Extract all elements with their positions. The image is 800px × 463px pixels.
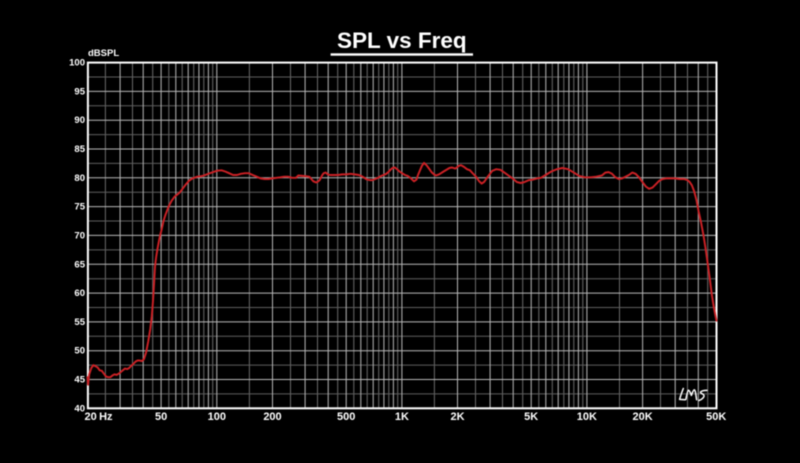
svg-text:95: 95 [74,86,85,97]
svg-text:dBSPL: dBSPL [88,48,119,59]
svg-text:200: 200 [263,411,281,423]
svg-text:500: 500 [337,411,355,423]
svg-text:55: 55 [74,317,85,328]
svg-text:90: 90 [74,115,85,126]
svg-text:40: 40 [74,403,85,414]
svg-text:SPL vs Freq: SPL vs Freq [337,28,467,53]
svg-text:10K: 10K [577,411,597,423]
svg-text:50: 50 [74,346,85,357]
svg-text:1K: 1K [395,411,409,423]
svg-text:50: 50 [155,411,167,423]
svg-text:80: 80 [74,173,85,184]
svg-text:20: 20 [84,411,96,423]
svg-text:Hz: Hz [99,411,113,423]
svg-text:60: 60 [74,288,85,299]
svg-text:20K: 20K [633,411,653,423]
svg-text:50K: 50K [706,411,726,423]
svg-text:70: 70 [74,230,85,241]
svg-text:85: 85 [74,144,85,155]
svg-text:45: 45 [74,375,85,386]
svg-text:5K: 5K [524,411,538,423]
svg-text:65: 65 [74,259,85,270]
svg-text:75: 75 [74,202,85,213]
svg-text:2K: 2K [450,411,464,423]
svg-text:100: 100 [208,411,226,423]
svg-text:100: 100 [69,58,85,69]
